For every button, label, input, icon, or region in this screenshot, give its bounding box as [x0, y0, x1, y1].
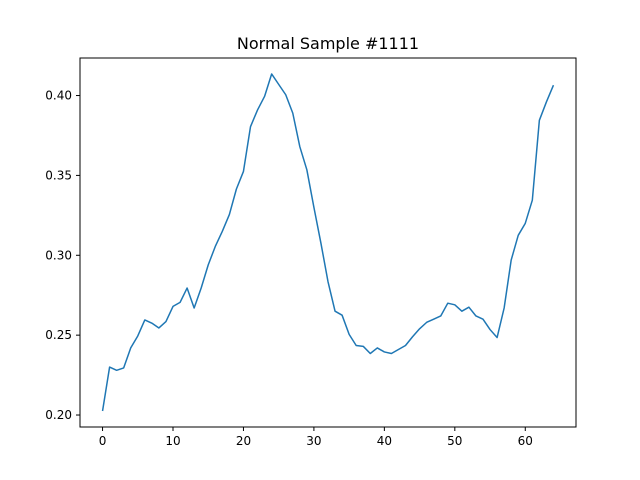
x-tick-label: 60: [518, 434, 533, 448]
series-line: [101, 73, 555, 412]
y-tick-label: 0.40: [45, 89, 72, 103]
x-tick-label: 50: [447, 434, 462, 448]
y-tick-label: 0.25: [45, 328, 72, 342]
x-tick-label: 10: [165, 434, 180, 448]
chart-title: Normal Sample #1111: [237, 34, 419, 53]
x-tick-label: 40: [377, 434, 392, 448]
y-tick-label: 0.20: [45, 408, 72, 422]
y-tick-label: 0.35: [45, 168, 72, 182]
x-tick-label: 20: [236, 434, 251, 448]
y-axis: 0.20 0.25 0.30 0.35 0.40: [45, 89, 80, 422]
x-axis: 0 10 20 30 40 50 60: [99, 427, 533, 448]
axes-frame: [79, 57, 577, 428]
x-tick-label: 30: [306, 434, 321, 448]
x-tick-label: 0: [99, 434, 107, 448]
plot-area: [101, 73, 555, 412]
y-tick-label: 0.30: [45, 248, 72, 262]
